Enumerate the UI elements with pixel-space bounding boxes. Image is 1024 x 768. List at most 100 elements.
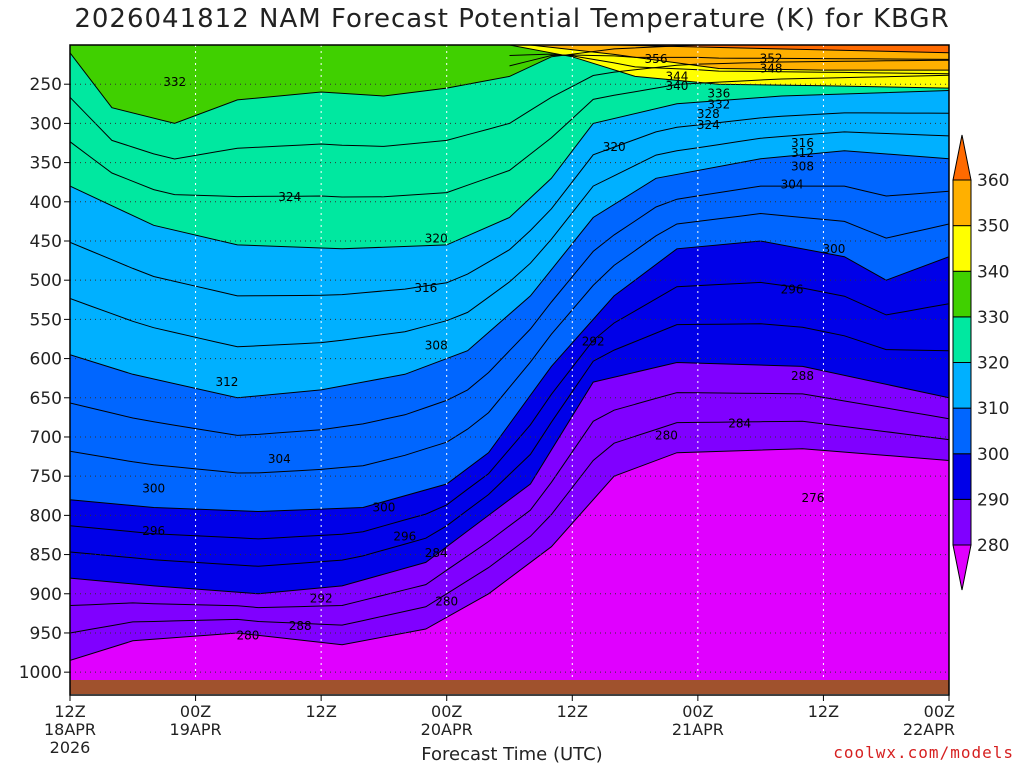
band-above-330 [70, 45, 949, 124]
contour-interp-280-2 [70, 392, 949, 609]
colorbar-label: 340 [977, 262, 1009, 282]
chart-title: 2026041812 NAM Forecast Potential Temper… [74, 4, 950, 34]
colorbar-label: 360 [977, 171, 1009, 191]
contour-label: 296 [142, 524, 165, 538]
contour-interp-290-2 [70, 281, 949, 540]
contour-label: 292 [310, 591, 333, 605]
contour-interp-310-2 [70, 112, 949, 297]
colorbar-label: 330 [977, 308, 1009, 328]
band-above-320 [70, 45, 949, 249]
contour-label: 280 [655, 428, 678, 442]
contour-label: 316 [414, 281, 437, 295]
contour-label: 292 [582, 334, 605, 348]
contour-label: 284 [728, 417, 751, 431]
y-tick-label: 650 [30, 389, 62, 409]
contour-interp-330-2 [509, 53, 949, 75]
x-tick-label: 19APR [170, 720, 222, 739]
contour-label: 324 [697, 118, 720, 132]
contour-300 [70, 240, 949, 513]
y-tick-label: 700 [30, 428, 62, 448]
colorbar-label: 300 [977, 445, 1009, 465]
y-tick-label: 1000 [19, 663, 62, 683]
colorbar-segment [952, 270, 972, 318]
contour-interp-320-1 [70, 74, 949, 198]
contour-label: 296 [781, 283, 804, 297]
colorbar-label: 310 [977, 399, 1009, 419]
x-tick-label: 12Z [557, 702, 588, 721]
x-tick-label: 20APR [421, 720, 473, 739]
y-tick-label: 750 [30, 467, 62, 487]
colorbar-segment [952, 407, 972, 455]
contour-label: 304 [781, 178, 804, 192]
contour-label: 332 [163, 75, 186, 89]
ground-strip [70, 680, 949, 694]
y-tick-label: 300 [30, 114, 62, 134]
y-tick-label: 850 [30, 546, 62, 566]
contour-interp-320-2 [70, 59, 949, 160]
plot-frame [69, 44, 950, 696]
contour-label: 312 [791, 146, 814, 160]
x-tick-label: 12Z [54, 702, 85, 721]
colorbar-segment [952, 225, 972, 272]
contour-label: 300 [142, 482, 165, 496]
colorbar-segment [952, 362, 972, 409]
y-tick-label: 800 [30, 506, 62, 526]
y-tick-label: 250 [30, 75, 62, 95]
colorbar-segment [952, 498, 972, 546]
y-tick-label: 950 [30, 624, 62, 644]
colorbar-label: 290 [977, 490, 1009, 510]
contour-label: 308 [791, 160, 814, 174]
y-tick-label: 900 [30, 585, 62, 605]
contour-290 [70, 361, 949, 595]
x-tick-label: 12Z [808, 702, 839, 721]
contour-label: 348 [760, 62, 783, 76]
contour-interp-290-1 [70, 323, 949, 567]
contour-label: 288 [791, 369, 814, 383]
x-tick-label: 2026 [50, 738, 91, 757]
contour-label: 324 [278, 190, 301, 204]
contour-label: 320 [425, 232, 448, 246]
contour-label: 320 [603, 140, 626, 154]
y-tick-label: 550 [30, 310, 62, 330]
x-tick-label: 21APR [672, 720, 724, 739]
contour-label: 288 [289, 619, 312, 633]
contour-label: 296 [393, 530, 416, 544]
colorbar-top-arrow [952, 134, 972, 181]
contour-label: 356 [645, 52, 668, 66]
colorbar-label: 320 [977, 354, 1009, 374]
contour-330 [70, 45, 949, 124]
x-tick-label: 00Z [682, 702, 713, 721]
y-tick-label: 500 [30, 271, 62, 291]
contour-label: 352 [760, 51, 783, 65]
credit-text: coolwx.com/models [833, 743, 1014, 762]
x-tick-label: 00Z [924, 702, 955, 721]
contour-label: 308 [425, 338, 448, 352]
contour-interp-280-1 [70, 420, 949, 634]
contour-label: 300 [372, 501, 395, 515]
contour-label: 328 [697, 107, 720, 121]
contour-label: 340 [665, 79, 688, 93]
contour-label: 300 [822, 242, 845, 256]
contour-360 [614, 45, 949, 54]
colorbar-segment [952, 316, 972, 363]
band-above-350 [530, 45, 949, 71]
colorbar-label: 350 [977, 217, 1009, 237]
y-tick-label: 450 [30, 232, 62, 252]
y-tick-label: 400 [30, 193, 62, 213]
contour-label: 276 [802, 491, 825, 505]
contour-label: 280 [236, 628, 259, 642]
contour-310 [70, 150, 949, 399]
x-tick-label: 00Z [180, 702, 211, 721]
contour-interp-330-1 [509, 54, 949, 67]
y-tick-label: 350 [30, 154, 62, 174]
contour-label: 280 [435, 595, 458, 609]
colorbar-segment [952, 179, 972, 227]
x-tick-label: 22APR [903, 720, 955, 739]
contour-label: 284 [425, 546, 448, 560]
contour-320 [70, 90, 949, 250]
contour-280 [70, 448, 949, 661]
contour-label: 336 [707, 87, 730, 101]
x-tick-label: 12Z [305, 702, 336, 721]
contour-interp-300-2 [70, 185, 949, 436]
